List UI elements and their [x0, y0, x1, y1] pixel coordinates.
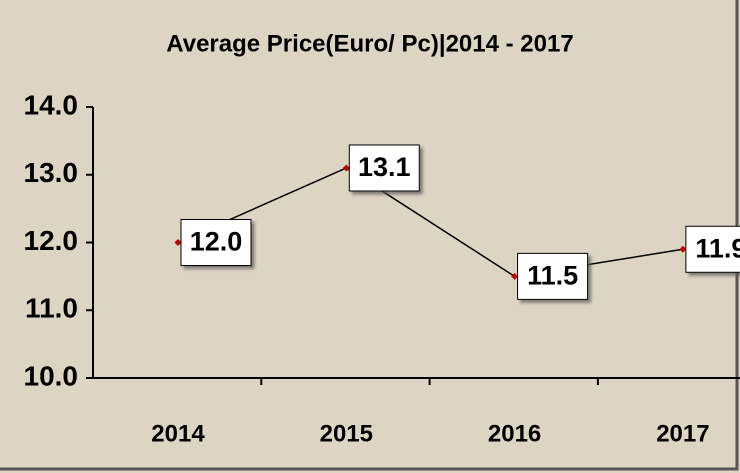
x-tick-label: 2017 [656, 420, 709, 447]
y-tick-label: 14.0 [24, 89, 79, 120]
data-label-box [517, 252, 589, 300]
x-tick-label: 2015 [320, 420, 373, 447]
data-label: 11.9 [685, 225, 740, 273]
data-label: 13.1 [348, 144, 420, 192]
y-tick-label: 13.0 [24, 157, 79, 188]
data-label-text: 13.1 [358, 152, 411, 182]
x-tick-label: 2014 [151, 420, 205, 447]
chart-title: Average Price(Euro/ Pc)|2014 - 2017 [166, 30, 573, 57]
marker [342, 164, 350, 172]
data-label-text: 11.5 [527, 261, 578, 291]
y-tick-label: 12.0 [24, 225, 79, 256]
marker [174, 238, 182, 247]
data-label-text: 11.9 [695, 233, 740, 263]
data-label-box [685, 225, 740, 273]
data-label-box [180, 219, 252, 266]
data-label: 12.0 [180, 219, 252, 266]
data-label: 11.5 [517, 252, 589, 300]
marker [679, 245, 687, 253]
data-label-text: 12.0 [190, 227, 243, 257]
y-tick-label: 11.0 [25, 293, 78, 324]
y-tick-label: 10.0 [24, 360, 79, 391]
marker [511, 272, 519, 280]
line [177, 167, 684, 278]
data-label-box [348, 144, 420, 192]
x-tick-label: 2016 [488, 420, 541, 447]
